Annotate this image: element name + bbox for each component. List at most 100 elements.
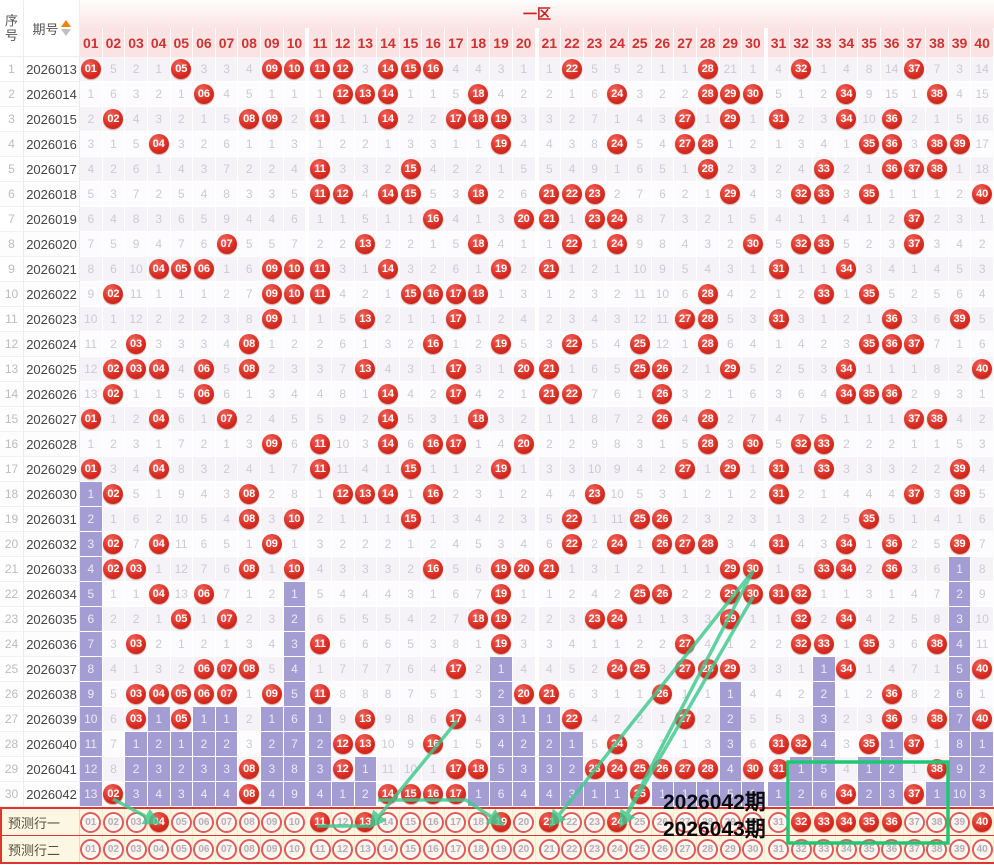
sort-descending-icon[interactable]	[60, 29, 71, 36]
predicted-number-ball[interactable]: 11	[310, 812, 331, 832]
predicted-number-ball[interactable]: 21	[539, 812, 560, 832]
miss-count-cell: 3	[561, 457, 584, 482]
candidate-number-circle[interactable]: 17	[445, 811, 467, 833]
candidate-number-circle[interactable]: 23	[584, 811, 606, 833]
candidate-number-circle[interactable]: 14	[377, 811, 399, 833]
candidate-number-circle[interactable]: 12	[332, 838, 354, 860]
sort-ascending-icon[interactable]	[60, 20, 71, 27]
candidate-number-circle[interactable]: 18	[467, 838, 489, 860]
miss-count-cell: 4	[651, 132, 675, 157]
candidate-number-circle[interactable]: 16	[422, 811, 444, 833]
candidate-number-circle[interactable]: 20	[513, 811, 535, 833]
drawn-number-cell: 02	[102, 557, 126, 582]
predicted-number-ball[interactable]: 24	[607, 812, 628, 832]
candidate-number-circle[interactable]: 32	[790, 838, 812, 860]
sort-icons[interactable]	[60, 20, 71, 36]
candidate-number-circle[interactable]: 07	[216, 838, 238, 860]
miss-count-cell: 1	[399, 207, 423, 232]
candidate-number-circle[interactable]: 09	[261, 811, 283, 833]
drawn-number-cell: 38	[926, 132, 949, 157]
candidate-number-circle[interactable]: 39	[949, 811, 971, 833]
candidate-number-circle[interactable]: 11	[309, 838, 331, 860]
candidate-number-circle[interactable]: 10	[283, 811, 305, 833]
candidate-number-circle[interactable]: 38	[926, 811, 948, 833]
candidate-number-circle[interactable]: 20	[513, 838, 535, 860]
candidate-number-circle[interactable]: 39	[949, 838, 971, 860]
drawn-number-ball: 15	[400, 784, 421, 804]
candidate-number-circle[interactable]: 40	[971, 838, 993, 860]
drawn-number-cell: 08	[238, 557, 261, 582]
miss-count-cell: 1	[238, 132, 261, 157]
candidate-number-circle[interactable]: 36	[881, 838, 903, 860]
candidate-number-circle[interactable]: 09	[261, 838, 283, 860]
candidate-number-circle[interactable]: 15	[400, 838, 422, 860]
candidate-number-circle[interactable]: 34	[835, 838, 857, 860]
candidate-number-circle[interactable]: 18	[467, 811, 489, 833]
candidate-number-circle[interactable]: 01	[80, 838, 102, 860]
candidate-number-circle[interactable]: 38	[926, 838, 948, 860]
drawn-number-ball: 29	[720, 584, 741, 604]
candidate-number-circle[interactable]: 03	[125, 838, 147, 860]
candidate-number-circle[interactable]: 10	[283, 838, 305, 860]
candidate-number-circle[interactable]: 22	[561, 811, 583, 833]
candidate-number-circle[interactable]: 08	[238, 838, 260, 860]
candidate-number-circle[interactable]: 07	[216, 811, 238, 833]
predicted-number-ball[interactable]: 34	[836, 812, 857, 832]
candidate-number-circle[interactable]: 12	[332, 811, 354, 833]
drawn-number-cell: 32	[790, 432, 813, 457]
candidate-number-circle[interactable]: 05	[170, 838, 192, 860]
drawn-number-cell: 18	[467, 232, 491, 257]
candidate-number-circle[interactable]: 08	[238, 811, 260, 833]
candidate-number-circle[interactable]: 22	[561, 838, 583, 860]
candidate-number-circle[interactable]: 01	[80, 811, 102, 833]
candidate-number-circle[interactable]: 35	[858, 838, 880, 860]
candidate-number-circle[interactable]: 13	[354, 838, 376, 860]
predicted-number-ball[interactable]: 04	[148, 812, 169, 832]
candidate-number-circle[interactable]: 30	[742, 838, 764, 860]
candidate-number-circle[interactable]: 02	[102, 811, 124, 833]
predicted-number-ball[interactable]: 33	[813, 812, 834, 832]
candidate-number-circle[interactable]: 05	[170, 811, 192, 833]
candidate-number-circle[interactable]: 02	[102, 838, 124, 860]
candidate-number-circle[interactable]: 37	[903, 811, 925, 833]
table-row: 14 2026026 13 02 1 1 5 06 6 1 3 4 4 8 1 14 4 2 17 4 2 1 21 22 7 6…	[0, 382, 994, 407]
candidate-number-circle[interactable]: 33	[813, 838, 835, 860]
candidate-number-circle[interactable]: 21	[538, 838, 560, 860]
predicted-number-ball[interactable]: 40	[972, 812, 993, 832]
candidate-number-circle[interactable]: 31	[768, 811, 790, 833]
candidate-number-circle[interactable]: 23	[584, 838, 606, 860]
candidate-number-circle[interactable]: 03	[125, 811, 147, 833]
drawn-number-ball: 04	[148, 534, 169, 554]
drawn-number-ball: 20	[513, 559, 534, 579]
row-group: 3 2 7 1 4 3 27 1 29 1	[538, 107, 765, 132]
candidate-number-circle[interactable]: 37	[903, 838, 925, 860]
candidate-number-circle[interactable]: 04	[148, 838, 170, 860]
candidate-number-circle[interactable]: 27	[674, 838, 696, 860]
candidate-number-circle[interactable]: 17	[445, 838, 467, 860]
predicted-number-ball[interactable]: 32	[791, 812, 812, 832]
candidate-number-circle[interactable]: 06	[193, 811, 215, 833]
miss-count-cell: 3	[147, 657, 171, 682]
miss-count-cell: 1	[696, 457, 720, 482]
period-column-header[interactable]: 期号	[24, 0, 80, 57]
candidate-number-circle[interactable]: 25	[629, 838, 651, 860]
candidate-number-circle[interactable]: 26	[651, 838, 673, 860]
candidate-number-circle[interactable]: 19	[490, 838, 512, 860]
candidate-number-circle[interactable]: 28	[697, 838, 719, 860]
drawn-number-cell: 15	[399, 507, 423, 532]
predicted-number-ball[interactable]: 19	[491, 812, 512, 832]
prediction-cell: 10	[283, 809, 307, 835]
candidate-number-circle[interactable]: 29	[719, 838, 741, 860]
predicted-number-ball[interactable]: 13	[355, 812, 376, 832]
candidate-number-circle[interactable]: 25	[629, 811, 651, 833]
candidate-number-circle[interactable]: 15	[400, 811, 422, 833]
candidate-number-circle[interactable]: 31	[768, 838, 790, 860]
drawn-number-cell: 21	[538, 557, 562, 582]
candidate-number-circle[interactable]: 16	[422, 838, 444, 860]
candidate-number-circle[interactable]: 14	[377, 838, 399, 860]
candidate-number-circle[interactable]: 06	[193, 838, 215, 860]
predicted-number-ball[interactable]: 35	[859, 812, 880, 832]
candidate-number-circle[interactable]: 24	[606, 838, 628, 860]
predicted-number-ball[interactable]: 36	[881, 812, 902, 832]
prediction-cell: 09	[261, 836, 284, 862]
